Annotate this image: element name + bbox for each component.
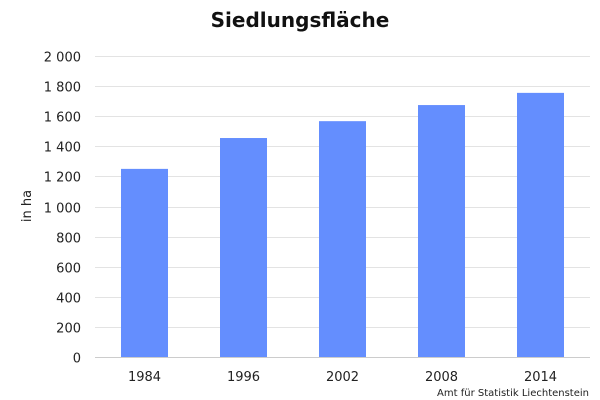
bar-2002 [319,121,366,357]
x-tick-label: 2002 [326,370,359,385]
bar-2008 [418,105,465,357]
bars [121,92,564,357]
y-tick-label: 2 000 [44,51,81,66]
y-axis-ticks: 0 200 400 600 800 1 000 1 200 1 400 1 600 1 800 2 … [44,51,81,367]
x-tick-label: 1996 [227,370,260,385]
bar-2014 [517,92,564,357]
y-tick-label: 600 [56,262,81,277]
y-tick-label: 200 [56,322,81,337]
chart-title: Siedlungsfläche [211,8,390,32]
y-tick-label: 1 600 [44,111,81,126]
y-axis-label: in ha [20,190,35,222]
source-note: Amt für Statistik Liechtenstein [437,388,589,399]
y-tick-label: 0 [73,352,81,367]
y-tick-label: 800 [56,232,81,247]
bar-1996 [220,138,267,357]
y-tick-label: 1 800 [44,81,81,96]
x-tick-label: 1984 [128,370,161,385]
y-tick-label: 400 [56,292,81,307]
x-tick-label: 2014 [524,370,557,385]
y-tick-label: 1 400 [44,141,81,156]
x-tick-label: 2008 [425,370,458,385]
bar-1984 [121,168,168,357]
y-tick-label: 1 200 [44,171,81,186]
x-axis-ticks: 1984 1996 2002 2008 2014 [128,370,557,385]
y-tick-label: 1 000 [44,202,81,217]
